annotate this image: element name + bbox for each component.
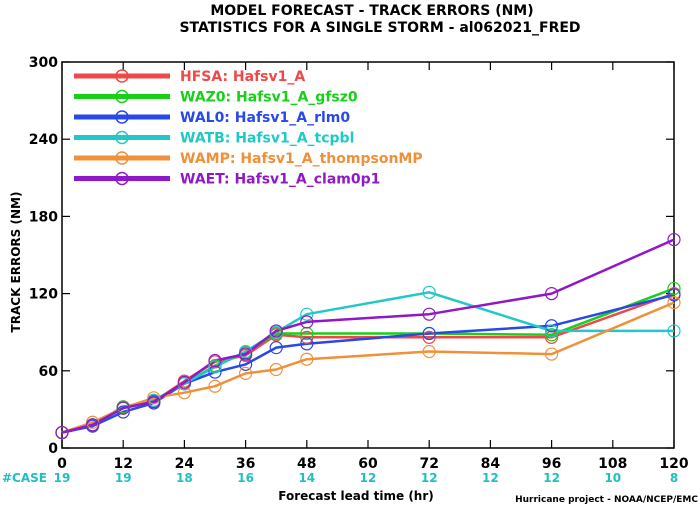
chart-subtitle: STATISTICS FOR A SINGLE STORM - al062021… [179,20,580,36]
data-point [667,296,681,310]
series-line-0 [61,292,675,434]
data-point [544,324,559,338]
data-point [269,341,283,355]
series-markers [55,232,681,440]
case-count: 16 [237,471,254,485]
x-tick-label: 60 [358,456,378,472]
case-count: 12 [482,471,499,485]
x-tick-label: 12 [113,456,132,472]
data-point [239,366,253,380]
y-tick-label: 180 [29,209,58,225]
data-point [544,328,559,342]
data-point [422,330,436,344]
data-point [116,405,130,419]
data-point [667,288,681,302]
x-tick-label: 120 [659,456,688,472]
legend-entry-label: WAMP: Hafsv1_A_thompsonMP [180,151,423,167]
legend-swatch-marker [115,171,129,186]
case-row-label: #CASE [2,471,47,485]
legend-swatch-marker [115,110,129,124]
legend-swatch-marker [115,69,129,83]
axis-ticks: 0 12 24 36 48 60 72 84 96 108 120 0 60 120 180 240 300 [29,55,689,472]
y-tick-label: 240 [29,132,58,148]
data-point [422,326,436,341]
data-point [544,287,559,301]
data-point [177,386,191,400]
data-point [116,401,130,415]
x-tick-label: 96 [542,456,561,472]
data-point [667,232,681,247]
case-count: 19 [54,471,71,485]
series-line-2 [61,293,675,434]
case-count: 8 [670,471,678,485]
data-point [269,324,283,338]
data-point [208,360,222,374]
data-point [55,425,69,440]
plot-frame [61,61,675,449]
x-tick-label: 48 [297,456,316,472]
data-point [147,395,161,409]
series-line-3 [61,291,674,434]
credit-text: Hurricane project - NOAA/NCEP/EMC [515,495,698,505]
x-tick-label: 72 [419,456,438,472]
x-axis-label: Forecast lead time (hr) [278,489,434,503]
case-count: 12 [360,471,377,485]
case-count: 19 [115,471,132,485]
data-point [300,307,314,321]
data-point [300,352,314,366]
x-tick-label: 36 [236,456,255,472]
series-line-1 [61,287,675,434]
legend: HFSA: Hafsv1_A WAZ0: Hafsv1_A_gfsz0 WAL0: … [74,69,423,188]
legend-entry-label: HFSA: Hafsv1_A [180,69,305,85]
data-point [269,362,283,377]
case-count: 12 [421,471,438,485]
chart-title: MODEL FORECAST - TRACK ERRORS (NM) [210,3,533,19]
data-point [208,379,222,393]
data-point [544,347,559,361]
x-tick-label: 108 [598,456,627,472]
data-point [422,344,436,359]
data-point [177,375,191,389]
case-count: 18 [176,471,193,485]
legend-entry-label: WAET: Hafsv1_A_clam0p1 [180,172,380,188]
data-point [239,347,253,361]
x-tick-label: 24 [175,456,195,472]
legend-swatch-marker [115,89,129,104]
data-point [239,357,253,371]
data-point [667,324,681,338]
data-point [147,391,161,405]
y-axis-label: TRACK ERRORS (NM) [9,192,23,333]
data-point [300,337,314,351]
case-count-row: #CASE 19 19 18 16 14 12 12 12 12 10 8 [2,471,678,485]
y-tick-label: 60 [39,364,59,380]
x-tick-label: 84 [481,456,501,472]
case-count: 12 [543,471,560,485]
data-point [422,307,436,321]
y-tick-label: 300 [29,55,58,71]
case-count: 14 [298,471,315,485]
legend-entry-label: WAZ0: Hafsv1_A_gfsz0 [180,90,358,106]
data-point [208,353,222,368]
data-point [422,285,436,299]
legend-entry-label: WATB: Hafsv1_A_tcpbl [180,131,354,147]
legend-entry-label: WAL0: Hafsv1_A_rlm0 [180,110,350,126]
y-tick-label: 0 [48,441,58,457]
x-tick-label: 0 [57,456,67,472]
data-point [300,330,314,344]
data-point [300,315,314,329]
case-count: 10 [604,471,621,485]
data-point [85,418,100,432]
data-point [544,319,559,333]
legend-swatch-marker [115,130,129,145]
y-tick-label: 120 [29,287,58,303]
data-point [667,281,681,296]
legend-swatch-marker [115,151,129,165]
